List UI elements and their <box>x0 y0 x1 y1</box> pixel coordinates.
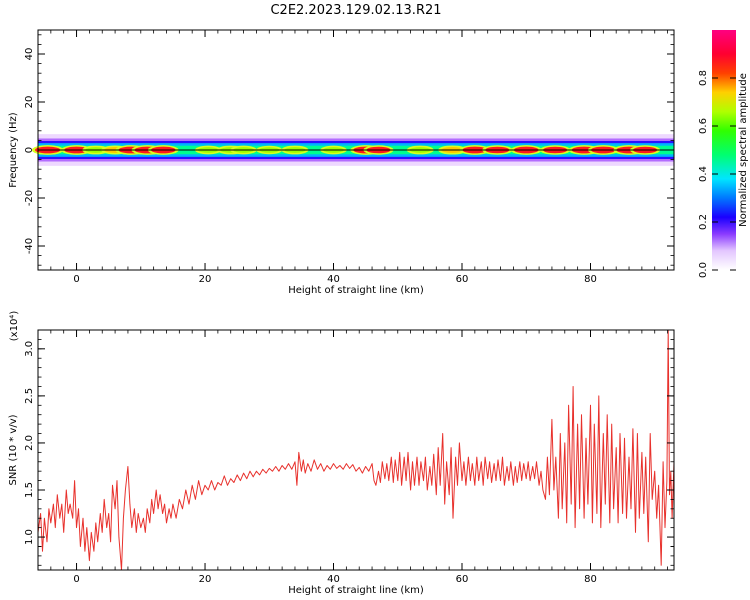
snr-frame <box>37 329 675 571</box>
figure-title: C2E2.2023.129.02.13.R21 <box>270 3 441 18</box>
spectrogram-xtick-label: 40 <box>327 274 340 285</box>
colorbar: 0.0 0.2 0.4 0.6 0.8 Normalized spectral ampl… <box>698 30 749 278</box>
spectrogram-ytick-label: 20 <box>24 96 35 109</box>
snr-xtick-label: 60 <box>456 574 469 585</box>
colorbar-tick-label: 0.2 <box>698 214 709 230</box>
spectrogram-xtick-label: 60 <box>456 274 469 285</box>
colorbar-gradient <box>712 30 736 270</box>
snr-xtick-label: 0 <box>73 574 79 585</box>
snr-ytick-label: 2.0 <box>24 435 35 451</box>
spectrogram-ytick-label: -20 <box>24 190 35 206</box>
spectrogram-ytick-label: -40 <box>24 238 35 254</box>
spectrogram-ticks: 0 20 40 60 80 -40 -20 0 20 40 <box>24 30 674 285</box>
spectrogram-ytick-label: 40 <box>24 48 35 61</box>
spectrogram-xtick-label: 20 <box>199 274 212 285</box>
colorbar-ticks: 0.0 0.2 0.4 0.6 0.8 <box>698 70 736 278</box>
snr-panel: 0 20 40 60 80 1.0 1.5 2.0 2.5 3.0 Height of strai… <box>8 311 675 596</box>
snr-ytick-label: 3.0 <box>24 341 35 357</box>
colorbar-tick-label: 0.6 <box>698 118 709 134</box>
snr-xtick-label: 40 <box>327 574 340 585</box>
snr-ticks: 0 20 40 60 80 1.0 1.5 2.0 2.5 3.0 <box>24 329 674 585</box>
snr-ylabel: SNR (10 * v/v) <box>8 414 19 485</box>
snr-series <box>37 329 675 571</box>
snr-yunit: (x10⁴) <box>9 311 20 342</box>
colorbar-tick-label: 0.0 <box>698 262 709 278</box>
spectrogram-ytick-label: 0 <box>24 147 35 153</box>
spectrogram-band <box>31 134 674 166</box>
spectrogram-xtick-label: 0 <box>73 274 79 285</box>
snr-xtick-label: 20 <box>199 574 212 585</box>
spectrogram-ylabel: Frequency (Hz) <box>8 112 19 188</box>
snr-xlabel: Height of straight line (km) <box>288 585 424 596</box>
spectrogram-xlabel: Height of straight line (km) <box>288 285 424 296</box>
snr-ytick-label: 1.5 <box>24 482 35 498</box>
spectrogram-panel: 0 20 40 60 80 -40 -20 0 20 40 Height of straight … <box>8 29 675 296</box>
snr-ytick-label: 1.0 <box>24 529 35 545</box>
snr-line <box>37 329 675 571</box>
colorbar-tick-label: 0.8 <box>698 70 709 86</box>
colorbar-tick-label: 0.4 <box>698 166 709 182</box>
colorbar-label: Normalized spectral amplitude <box>738 73 749 227</box>
spectrogram-xtick-label: 80 <box>584 274 597 285</box>
snr-ytick-label: 2.5 <box>24 388 35 404</box>
snr-xtick-label: 80 <box>584 574 597 585</box>
